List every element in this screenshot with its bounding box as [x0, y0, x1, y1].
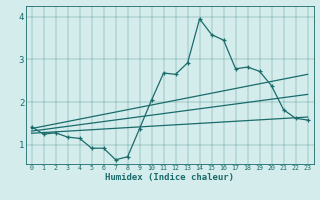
X-axis label: Humidex (Indice chaleur): Humidex (Indice chaleur): [105, 173, 234, 182]
